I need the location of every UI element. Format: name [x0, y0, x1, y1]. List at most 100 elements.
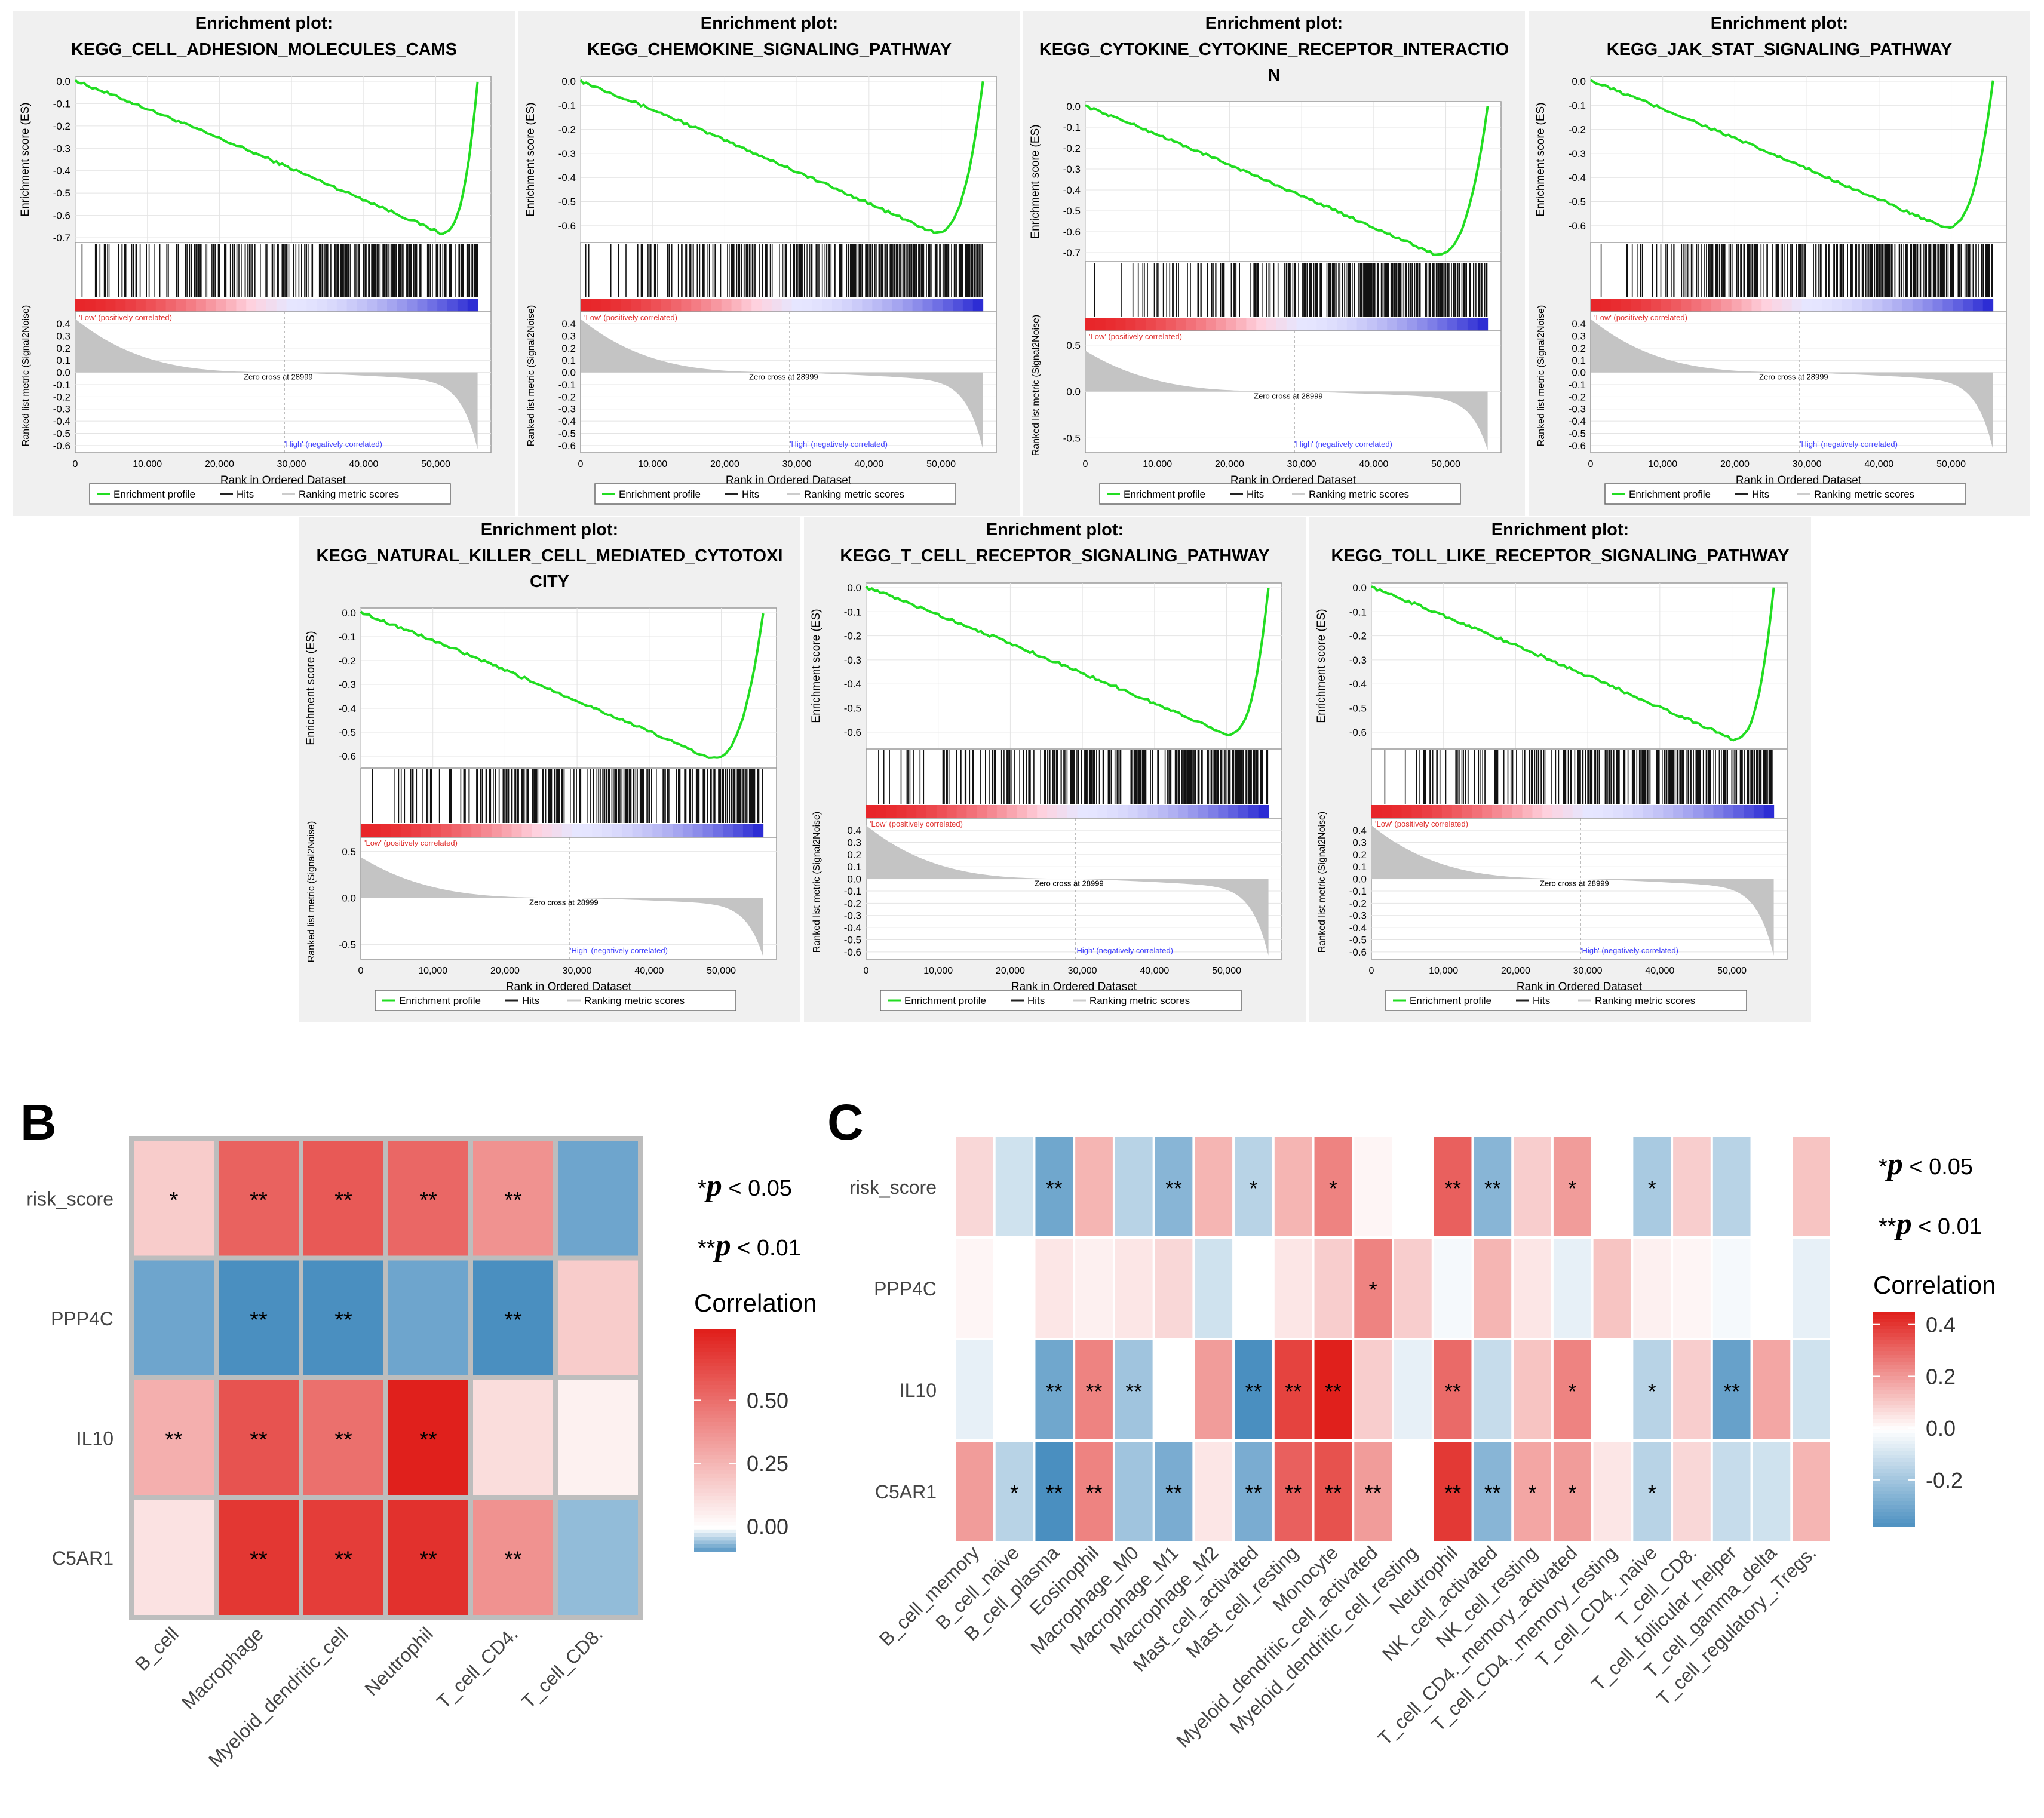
ranking-color-segment	[1671, 299, 1682, 312]
gsea-panel: Enrichment plot: KEGG_CELL_ADHESION_MOLEC…	[13, 11, 2030, 1022]
heatmap-cell	[1155, 1137, 1193, 1236]
heatmap-cell	[995, 1340, 1033, 1439]
high-label: 'High' (negatively correlated)	[790, 440, 888, 449]
ranking-color-segment	[1115, 318, 1126, 331]
ranking-color-segment	[1216, 318, 1227, 331]
legend-gradient-step	[1873, 1351, 1915, 1355]
legend-gradient-step	[694, 1547, 736, 1552]
heatmap-cell	[1712, 1442, 1751, 1541]
ranking-color-segment	[1218, 805, 1229, 818]
ranking-color-segment	[1852, 299, 1863, 312]
hits-marks	[585, 244, 983, 297]
x-tick-label: 50,000	[926, 459, 956, 469]
ranking-color-segment	[1246, 318, 1257, 331]
metric-axis-label: Ranked list metric (Signal2Noise)	[306, 821, 317, 963]
ranking-color-segment	[661, 299, 672, 312]
metric-axis-label: Ranked list metric (Signal2Noise)	[1031, 315, 1041, 456]
gsea-plot-header: Enrichment plot:	[195, 14, 333, 33]
legend-profile: Enrichment profile	[1410, 995, 1491, 1006]
ranking-color-segment	[1258, 805, 1269, 818]
ranking-color-segment	[391, 824, 401, 837]
ranking-color-segment	[1812, 299, 1822, 312]
ranking-color-segment	[387, 299, 398, 312]
significance-mark: **	[1444, 1379, 1461, 1404]
ranking-color-segment	[1713, 805, 1724, 818]
heatmap-cell	[1673, 1340, 1711, 1439]
ranking-color-segment	[1327, 318, 1337, 331]
heatmap-cell	[956, 1340, 993, 1439]
es-tick-label: 0.0	[56, 76, 70, 87]
ranking-color-segment	[946, 805, 957, 818]
ranking-color-segment	[1953, 299, 1963, 312]
heatmap-cell	[303, 1141, 383, 1256]
ranking-color-segment	[501, 824, 512, 837]
es-tick-label: -0.3	[1569, 148, 1586, 159]
x-tick-label: 50,000	[1717, 966, 1747, 976]
legend-gradient-step	[694, 1340, 736, 1345]
ranking-color-segment	[912, 299, 923, 312]
es-tick-label: -0.5	[1349, 703, 1367, 714]
x-tick-label: 50,000	[1431, 459, 1460, 469]
note-stars: *	[1879, 1154, 1888, 1180]
heatmap-cell	[134, 1260, 214, 1375]
es-axis-label: Enrichment score (ES)	[810, 609, 822, 723]
ranking-color-segment	[892, 299, 903, 312]
ranking-color-segment	[226, 299, 237, 312]
es-tick-label: -0.2	[1063, 143, 1081, 154]
ranking-color-segment	[457, 299, 468, 312]
ranking-color-segment	[621, 299, 631, 312]
legend-gradient-step	[694, 1389, 736, 1393]
legend-gradient-step	[1873, 1419, 1915, 1423]
heatmap-cell	[1514, 1442, 1551, 1541]
ranking-color-segment	[1125, 318, 1136, 331]
significance-mark: *	[1249, 1176, 1257, 1200]
hits-marks	[81, 244, 478, 297]
significance-mark: **	[334, 1427, 352, 1452]
metric-tick-label: 0.1	[847, 861, 861, 873]
heatmap-cell	[1235, 1137, 1272, 1236]
row-label: IL10	[900, 1380, 937, 1401]
ranking-color-segment	[753, 824, 764, 837]
x-tick-label: 0	[1369, 966, 1374, 976]
heatmap-cell	[1394, 1340, 1432, 1439]
ranking-color-segment	[461, 824, 472, 837]
ranking-color-segment	[421, 824, 432, 837]
heatmap-cell	[1075, 1137, 1113, 1236]
es-tick-label: -0.4	[844, 678, 861, 690]
heatmap-cell	[1115, 1137, 1153, 1236]
low-label: 'Low' (positively correlated)	[870, 819, 963, 828]
significance-mark: *	[170, 1188, 179, 1213]
x-tick-label: 0	[1588, 459, 1594, 469]
heatmap-cell	[1434, 1340, 1472, 1439]
x-tick-label: 20,000	[710, 459, 739, 469]
ranking-color-segment	[1417, 318, 1428, 331]
ranking-color-segment	[1266, 318, 1277, 331]
metric-tick-label: -0.5	[339, 939, 356, 950]
x-tick-label: 30,000	[277, 459, 306, 469]
legend-gradient-step	[1873, 1455, 1915, 1459]
note-threshold: < 0.05	[722, 1176, 792, 1201]
legend-gradient-step	[694, 1333, 736, 1338]
ranking-color-segment	[427, 299, 438, 312]
heatmap-cell	[1235, 1340, 1272, 1439]
significance-mark: **	[250, 1308, 268, 1333]
heatmap-cell	[388, 1260, 468, 1375]
es-tick-label: -0.6	[1569, 220, 1586, 232]
heatmap-cell	[1235, 1442, 1272, 1541]
ranking-color-segment	[296, 299, 307, 312]
ranking-color-segment	[1276, 318, 1287, 331]
heatmap-cell	[1434, 1137, 1472, 1236]
ranking-color-segment	[1256, 318, 1267, 331]
row-label: C5AR1	[875, 1481, 937, 1503]
legend-gradient-step	[694, 1344, 736, 1349]
x-tick-label: 0	[73, 459, 78, 469]
metric-axis-label: Ranked list metric (Signal2Noise)	[21, 305, 31, 447]
ranking-color-segment	[1801, 299, 1813, 312]
es-tick-label: -0.6	[844, 727, 861, 738]
ranking-color-segment	[936, 805, 947, 818]
ranking-color-segment	[1701, 299, 1712, 312]
heatmap-cell	[1474, 1239, 1512, 1338]
ranking-color-segment	[306, 299, 317, 312]
ranking-color-segment	[673, 824, 683, 837]
legend-gradient-step	[1873, 1519, 1915, 1524]
